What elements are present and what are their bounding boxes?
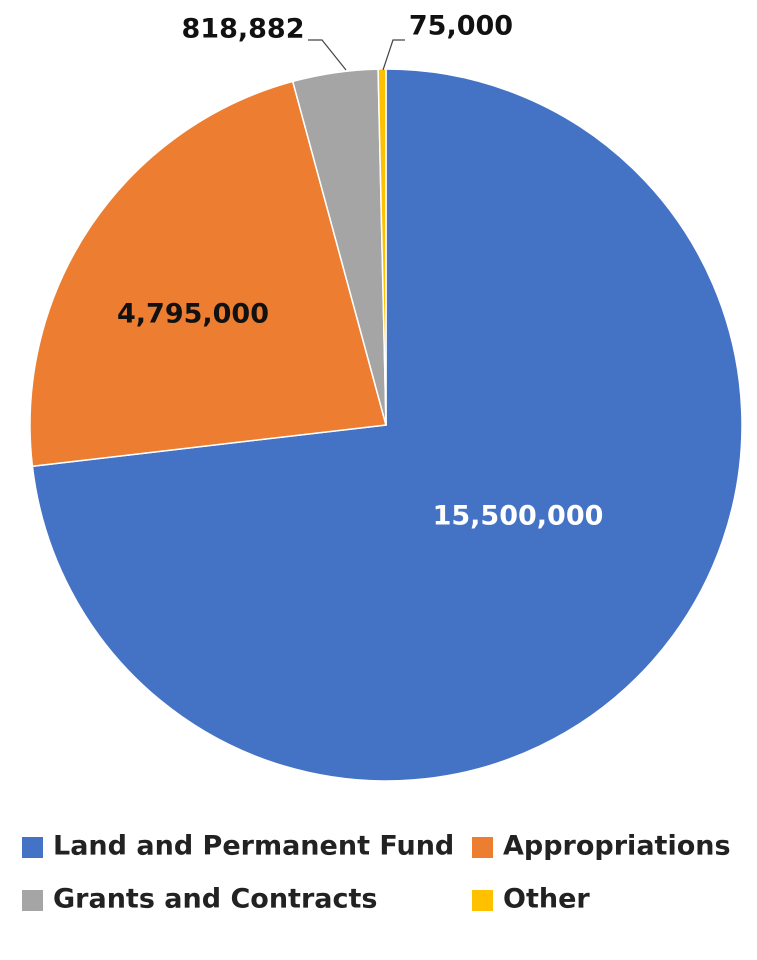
data-label-grants-and-contracts: 818,882 [182,14,305,45]
legend-label-other: Other [503,884,590,915]
legend-swatch-appropriations [472,837,493,858]
legend-swatch-other [472,890,493,911]
pie-slices [29,68,743,782]
legend-label-grants-and-contracts: Grants and Contracts [53,884,377,915]
legend-item-other: Other [472,884,590,915]
legend-item-grants-and-contracts: Grants and Contracts [22,884,377,915]
legend-item-appropriations: Appropriations [472,831,731,862]
leader-line-grants-and-contracts [308,39,347,71]
legend-swatch-grants-and-contracts [22,890,43,911]
pie-slice-appropriations [29,80,387,468]
data-labels: 15,500,000 4,795,000 818,882 75,000 [117,11,603,532]
leader-line-other [382,39,405,71]
data-label-other: 75,000 [409,11,513,42]
legend-label-appropriations: Appropriations [503,831,731,862]
legend-label-land-and-permanent-fund: Land and Permanent Fund [53,831,454,862]
pie-slice-other [377,68,387,426]
data-label-appropriations: 4,795,000 [117,299,269,330]
leader-lines [308,39,405,71]
legend: Land and Permanent Fund Appropriations Gra… [22,831,731,915]
legend-item-land-and-permanent-fund: Land and Permanent Fund [22,831,454,862]
pie-slice-land-and-permanent-fund [31,68,743,782]
legend-swatch-land-and-permanent-fund [22,837,43,858]
data-label-land-and-permanent-fund: 15,500,000 [433,501,604,532]
